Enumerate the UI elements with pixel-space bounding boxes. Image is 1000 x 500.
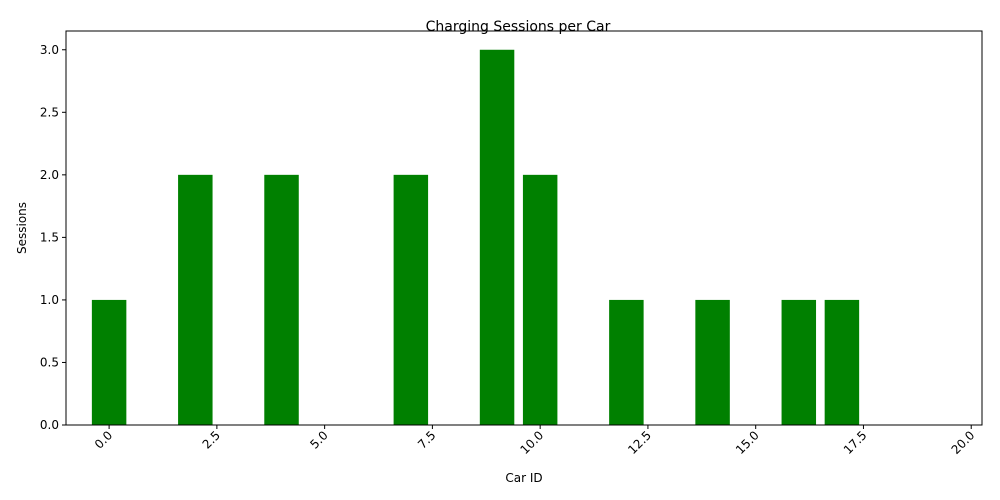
bars-group <box>92 50 859 425</box>
bar-car-17 <box>825 300 859 425</box>
x-tick-label: 10.0 <box>517 428 546 457</box>
x-tick-label: 17.5 <box>841 428 870 457</box>
y-tick-label: 0.0 <box>40 418 59 432</box>
chart-title: Charging Sessions per Car <box>426 19 611 35</box>
x-tick-label: 7.5 <box>415 428 438 451</box>
x-tick-label: 15.0 <box>733 428 762 457</box>
y-tick-label: 2.5 <box>40 105 59 119</box>
x-tick-label: 20.0 <box>949 428 978 457</box>
x-tick-label: 0.0 <box>92 428 115 451</box>
y-axis-ticks: 0.0 0.5 1.0 1.5 2.0 2.5 3.0 <box>40 43 66 432</box>
bar-car-2 <box>178 175 212 425</box>
y-tick-label: 1.0 <box>40 293 59 307</box>
bar-car-7 <box>394 175 428 425</box>
y-tick-label: 3.0 <box>40 43 59 57</box>
bar-car-10 <box>523 175 557 425</box>
x-axis-label: Car ID <box>505 471 542 485</box>
y-tick-label: 1.5 <box>40 230 59 244</box>
bar-car-12 <box>609 300 643 425</box>
bar-car-4 <box>264 175 298 425</box>
y-tick-label: 2.0 <box>40 168 59 182</box>
bar-car-16 <box>782 300 816 425</box>
x-tick-label: 12.5 <box>625 428 654 457</box>
bar-car-0 <box>92 300 126 425</box>
y-axis-label: Sessions <box>15 202 29 254</box>
bar-car-14 <box>695 300 729 425</box>
y-tick-label: 0.5 <box>40 355 59 369</box>
x-axis-ticks: 0.0 2.5 5.0 7.5 10.0 12.5 15.0 17.5 20.0 <box>92 425 978 457</box>
x-tick-label: 2.5 <box>200 428 223 451</box>
bar-car-9 <box>480 50 514 425</box>
x-tick-label: 5.0 <box>307 428 330 451</box>
